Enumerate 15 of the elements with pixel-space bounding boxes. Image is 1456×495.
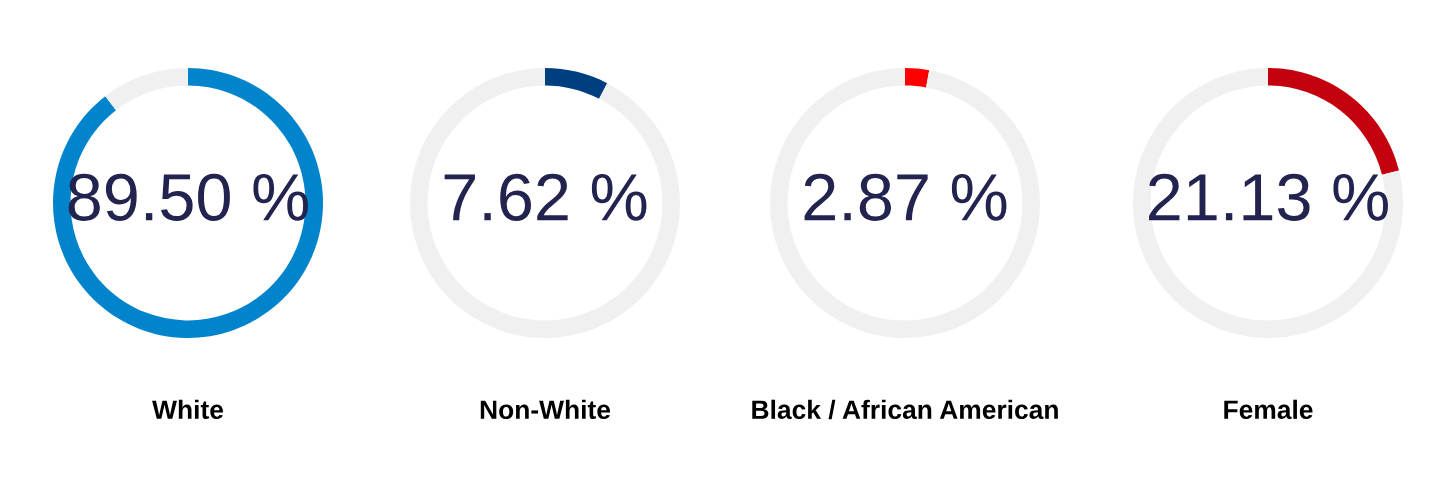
data-label: 21.13 % [1149, 173, 1388, 221]
donut-slice [1268, 68, 1400, 175]
donut-slice [545, 68, 608, 99]
text: White [152, 399, 224, 420]
data-label: 7.62 % [444, 173, 647, 221]
donut-slice [53, 68, 323, 338]
donut-slice [770, 68, 1040, 338]
donut-slice [1133, 68, 1403, 338]
text: Female [1224, 399, 1313, 420]
donut-slice [105, 68, 188, 111]
text: Non-White [480, 399, 611, 420]
text: Black / African American [752, 399, 1058, 420]
donut-slice [410, 68, 680, 338]
data-label: 2.87 % [804, 173, 1007, 221]
donut-slice [905, 68, 930, 88]
